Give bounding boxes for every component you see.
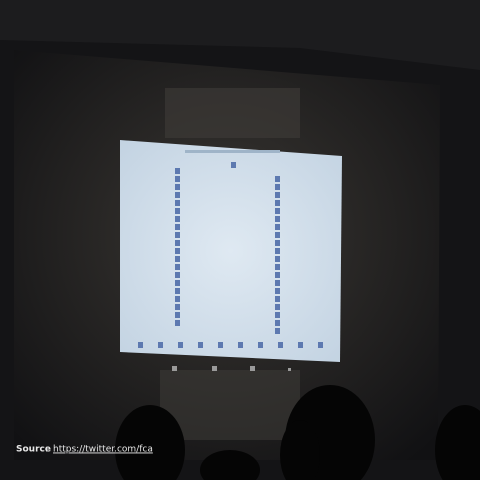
slide-square: [275, 224, 280, 230]
slide-square: [175, 232, 180, 238]
ceiling: [0, 0, 480, 70]
slide-square: [238, 342, 243, 348]
audience: [115, 385, 480, 480]
slide-square: [175, 272, 180, 278]
slide-square: [275, 232, 280, 238]
slide-square: [175, 216, 180, 222]
slide-square: [158, 342, 163, 348]
slide-square: [175, 200, 180, 206]
slide-square: [258, 342, 263, 348]
slide-title: [185, 150, 280, 153]
slide-footer: [172, 366, 291, 371]
slide-square: [275, 328, 280, 334]
slide-square: [231, 162, 236, 168]
slide-square: [275, 176, 280, 182]
slide-square: [275, 296, 280, 302]
slide-square: [275, 200, 280, 206]
slide-square: [175, 296, 180, 302]
slide-square: [275, 312, 280, 318]
slide-square: [275, 184, 280, 190]
slide-square: [178, 342, 183, 348]
screen-glow: [165, 88, 300, 138]
slide-marks: [138, 162, 323, 348]
slide-square: [175, 184, 180, 190]
slide-square: [175, 240, 180, 246]
slide-square: [175, 208, 180, 214]
slide-square: [275, 256, 280, 262]
slide-square: [175, 264, 180, 270]
caption-label: Source: [16, 445, 51, 455]
slide-square: [275, 288, 280, 294]
slide: [120, 140, 342, 362]
slide-square: [175, 312, 180, 318]
slide-square: [175, 280, 180, 286]
caption-separator: :: [45, 445, 48, 455]
slide-square: [175, 320, 180, 326]
slide-square: [175, 168, 180, 174]
slide-square: [275, 208, 280, 214]
slide-square: [175, 304, 180, 310]
slide-square: [275, 248, 280, 254]
slide-square: [218, 342, 223, 348]
slide-square: [275, 216, 280, 222]
slide-square: [275, 280, 280, 286]
slide-square: [275, 264, 280, 270]
slide-square: [175, 176, 180, 182]
slide-square: [298, 342, 303, 348]
slide-square: [275, 192, 280, 198]
slide-square: [275, 240, 280, 246]
caption-url: https://twitter.com/fca: [53, 445, 153, 455]
slide-square: [175, 256, 180, 262]
slide-square: [138, 342, 143, 348]
slide-square: [175, 288, 180, 294]
slide-square: [318, 342, 323, 348]
slide-square: [175, 224, 180, 230]
slide-square: [175, 192, 180, 198]
slide-square: [275, 320, 280, 326]
screen-glow: [160, 370, 300, 440]
slide-square: [275, 304, 280, 310]
slide-square: [198, 342, 203, 348]
slide-square: [175, 248, 180, 254]
slide-square: [278, 342, 283, 348]
slide-square: [275, 272, 280, 278]
